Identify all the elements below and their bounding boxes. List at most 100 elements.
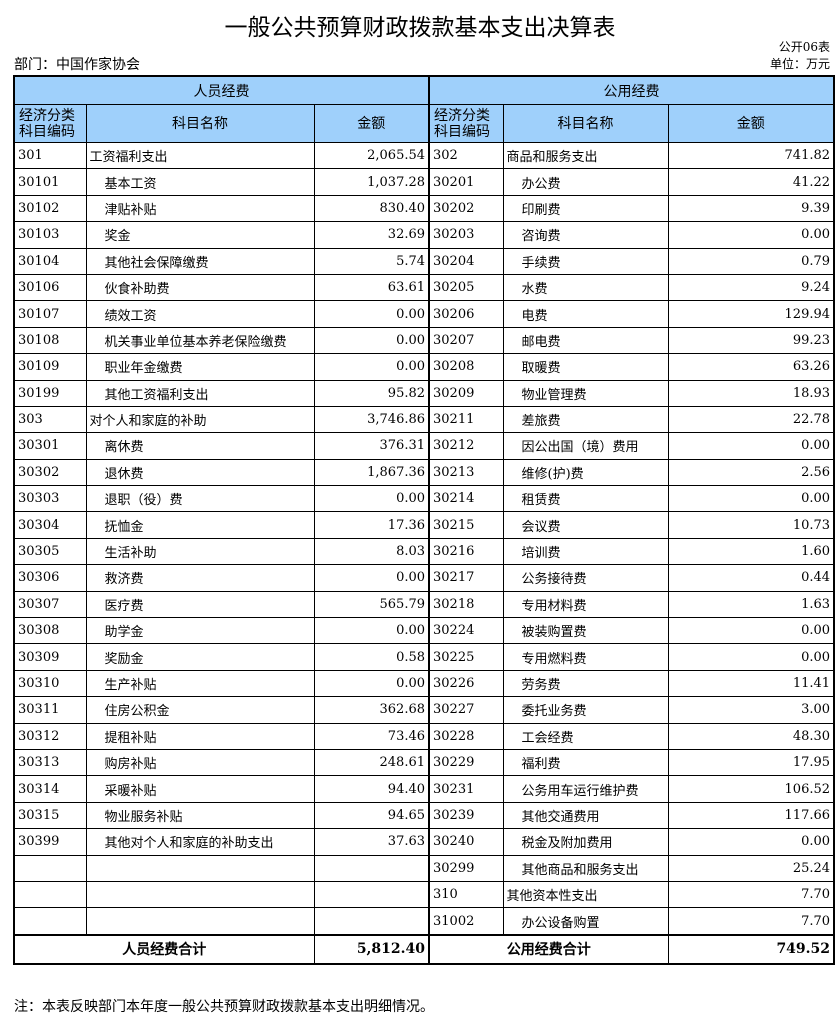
right-amount-cell: 17.95 — [667, 748, 835, 777]
right-code-cell: 30204 — [428, 247, 504, 275]
right-name-cell: 差旅费 — [502, 405, 669, 434]
right-name-cell: 因公出国（境）费用 — [502, 432, 669, 460]
right-name-cell: 邮电费 — [502, 326, 669, 355]
left-code-cell: 30313 — [13, 748, 87, 777]
left-amount-cell: 830.40 — [313, 194, 430, 223]
right-amount-cell: 25.24 — [667, 854, 835, 882]
personnel-total-label: 人员经费合计 — [13, 933, 315, 965]
left-amount-cell: 0.00 — [313, 669, 430, 698]
left-amount-cell — [313, 880, 430, 909]
left-amount-cell: 73.46 — [313, 722, 430, 750]
left-code-cell: 30310 — [13, 669, 87, 698]
personnel-header: 人员经费 — [13, 75, 430, 105]
right-name-cell: 专用材料费 — [502, 590, 669, 619]
right-code-cell: 30231 — [428, 775, 504, 803]
right-name-cell: 专用燃料费 — [502, 643, 669, 671]
right-code-cell: 30205 — [428, 273, 504, 302]
left-code-cell: 30314 — [13, 775, 87, 803]
left-name-cell: 津贴补贴 — [85, 194, 315, 223]
footnote: 注：本表反映部门本年度一般公共预算财政拨款基本支出明细情况。 — [14, 999, 434, 1015]
left-amount-cell: 37.63 — [313, 828, 430, 856]
left-name-cell: 机关事业单位基本养老保险缴费 — [85, 326, 315, 355]
right-code-cell: 30229 — [428, 748, 504, 777]
right-amount-cell: 2.56 — [667, 458, 835, 487]
left-code-cell: 30303 — [13, 485, 87, 513]
table-row: 30299 其他商品和服务支出 25.24 — [13, 854, 835, 882]
right-code-cell: 30214 — [428, 485, 504, 513]
table-row: 30109 职业年金缴费 0.00 30208 取暖费 63.26 — [13, 353, 835, 381]
right-code-header: 经济分类 科目编码 — [428, 104, 504, 143]
right-name-cell: 公务用车运行维护费 — [502, 775, 669, 803]
table-row: 30199 其他工资福利支出 95.82 30209 物业管理费 18.93 — [13, 379, 835, 407]
right-amount-cell: 0.44 — [667, 564, 835, 592]
right-name-cell: 电费 — [502, 300, 669, 328]
left-amount-cell: 248.61 — [313, 748, 430, 777]
left-amount-cell: 565.79 — [313, 590, 430, 619]
right-name-cell: 物业管理费 — [502, 379, 669, 407]
left-code-cell: 30399 — [13, 828, 87, 856]
right-amount-cell: 117.66 — [667, 801, 835, 830]
right-amount-cell: 48.30 — [667, 722, 835, 750]
right-amount-cell: 7.70 — [667, 880, 835, 909]
right-amount-cell: 0.00 — [667, 485, 835, 513]
left-amount-cell: 5.74 — [313, 247, 430, 275]
left-code-cell: 303 — [13, 405, 87, 434]
public-header: 公用经费 — [428, 75, 835, 105]
right-name-cell: 税金及附加费用 — [502, 828, 669, 856]
right-amount-cell: 106.52 — [667, 775, 835, 803]
table-row: 303 对个人和家庭的补助 3,746.86 30211 差旅费 22.78 — [13, 405, 835, 434]
right-code-cell: 30299 — [428, 854, 504, 882]
table-row: 30307 医疗费 565.79 30218 专用材料费 1.63 — [13, 590, 835, 619]
left-code-cell: 30304 — [13, 511, 87, 539]
left-name-cell: 其他工资福利支出 — [85, 379, 315, 407]
column-header-row: 经济分类 科目编码 科目名称 金额 经济分类 科目编码 科目名称 金额 — [13, 104, 835, 143]
left-name-cell: 生产补贴 — [85, 669, 315, 698]
right-code-cell: 31002 — [428, 907, 504, 936]
right-amount-cell: 1.63 — [667, 590, 835, 619]
right-amount-cell: 3.00 — [667, 696, 835, 724]
table-row: 30302 退休费 1,867.36 30213 维修(护)费 2.56 — [13, 458, 835, 487]
left-code-cell: 30109 — [13, 353, 87, 381]
right-name-cell: 租赁费 — [502, 485, 669, 513]
left-amount-cell: 0.00 — [313, 617, 430, 645]
left-name-cell: 奖金 — [85, 221, 315, 249]
right-code-cell: 30215 — [428, 511, 504, 539]
table-row: 30106 伙食补助费 63.61 30205 水费 9.24 — [13, 273, 835, 302]
table-row: 30309 奖励金 0.58 30225 专用燃料费 0.00 — [13, 643, 835, 671]
right-code-cell: 30209 — [428, 379, 504, 407]
right-code-cell: 30217 — [428, 564, 504, 592]
left-amount-cell: 0.00 — [313, 564, 430, 592]
code-header-line1: 经济分类 — [19, 107, 75, 124]
left-code-cell: 30102 — [13, 194, 87, 223]
table-row: 30108 机关事业单位基本养老保险缴费 0.00 30207 邮电费 99.23 — [13, 326, 835, 355]
right-amount-cell: 22.78 — [667, 405, 835, 434]
left-amount-cell: 3,746.86 — [313, 405, 430, 434]
left-code-cell: 301 — [13, 141, 87, 170]
right-amount-header: 金额 — [667, 104, 835, 143]
right-name-cell: 工会经费 — [502, 722, 669, 750]
right-name-cell: 会议费 — [502, 511, 669, 539]
left-amount-cell: 2,065.54 — [313, 141, 430, 170]
left-code-cell: 30305 — [13, 537, 87, 566]
left-amount-cell: 32.69 — [313, 221, 430, 249]
unit-label: 单位：万元 — [769, 57, 830, 71]
table-row: 30314 采暖补贴 94.40 30231 公务用车运行维护费 106.52 — [13, 775, 835, 803]
table-row: 30305 生活补助 8.03 30216 培训费 1.60 — [13, 537, 835, 566]
left-code-cell: 30301 — [13, 432, 87, 460]
left-amount-cell: 8.03 — [313, 537, 430, 566]
left-amount-cell: 0.00 — [313, 326, 430, 355]
right-amount-cell: 129.94 — [667, 300, 835, 328]
right-name-cell: 公务接待费 — [502, 564, 669, 592]
right-code-cell: 30216 — [428, 537, 504, 566]
right-code-cell: 30239 — [428, 801, 504, 830]
right-code-cell: 30201 — [428, 168, 504, 196]
left-code-cell: 30108 — [13, 326, 87, 355]
right-code-cell: 310 — [428, 880, 504, 909]
table-row: 30303 退职（役）费 0.00 30214 租赁费 0.00 — [13, 485, 835, 513]
right-code-cell: 30225 — [428, 643, 504, 671]
left-name-cell: 职业年金缴费 — [85, 353, 315, 381]
left-name-cell: 物业服务补贴 — [85, 801, 315, 830]
table-row: 30104 其他社会保障缴费 5.74 30204 手续费 0.79 — [13, 247, 835, 275]
right-name-cell: 培训费 — [502, 537, 669, 566]
table-body: 301 工资福利支出 2,065.54 302 商品和服务支出 741.82 30101 基本… — [13, 141, 835, 936]
